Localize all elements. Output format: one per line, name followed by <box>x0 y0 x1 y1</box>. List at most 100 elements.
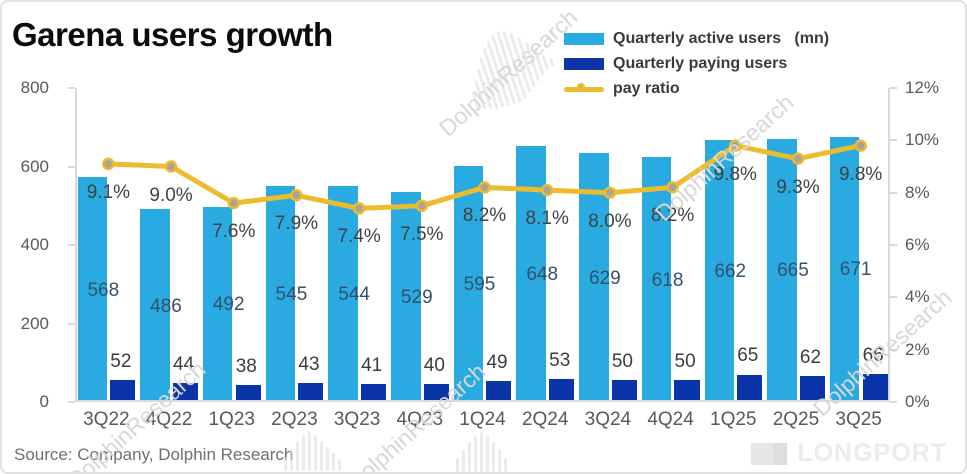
paying-users-value-label: 62 <box>799 346 822 368</box>
right-axis-tick <box>890 401 897 403</box>
legend-item-label: Quarterly paying users <box>613 54 788 72</box>
active-users-bar <box>265 186 296 400</box>
right-axis-tick <box>890 244 897 246</box>
x-axis-label: 4Q22 <box>145 409 193 430</box>
pay-ratio-marker <box>540 183 554 197</box>
pay-ratio-value-label: 7.6% <box>212 221 256 243</box>
x-axis-label: 2Q23 <box>271 409 318 430</box>
paying-users-swatch <box>564 57 604 70</box>
paying-users-bar <box>486 380 512 400</box>
legend-item-paying-users: Quarterly paying users <box>564 51 829 76</box>
active-users-value-label: 671 <box>839 259 872 281</box>
pay-ratio-value-label: 8.0% <box>588 210 632 232</box>
left-axis-tick-label: 400 <box>20 235 49 254</box>
pay-ratio-line-layer <box>102 139 867 215</box>
right-axis-tick-label: 4% <box>905 287 930 307</box>
legend: Quarterly active users (mn) Quarterly pa… <box>564 26 829 101</box>
right-axis-tick-label: 6% <box>905 235 930 254</box>
longport-watermark: LONGPORT <box>751 439 947 468</box>
active-users-value-label: 662 <box>714 261 747 283</box>
active-users-value-label: 545 <box>275 284 308 306</box>
x-axis-label: 3Q25 <box>835 409 882 430</box>
paying-users-bar <box>611 380 637 400</box>
paying-users-value-label: 53 <box>549 350 571 372</box>
pay-ratio-marker <box>666 181 679 194</box>
paying-users-value-label: 50 <box>674 351 696 373</box>
paying-users-value-label: 50 <box>611 351 633 373</box>
left-axis-tick <box>68 165 75 168</box>
legend-item-label: pay ratio <box>613 79 680 97</box>
left-axis-tick-label: 0 <box>39 392 49 411</box>
pay-ratio-value-label: 9.8% <box>713 163 757 185</box>
paying-users-bar <box>549 379 575 400</box>
x-axis-label: 2Q24 <box>521 409 569 430</box>
left-axis-tick-label: 800 <box>20 78 49 97</box>
active-users-value-label: 665 <box>777 260 809 282</box>
right-axis-tick <box>890 191 897 194</box>
paying-users-bar <box>737 374 763 400</box>
pay-ratio-marker <box>791 152 805 165</box>
paying-users-value-label: 44 <box>172 353 195 375</box>
right-axis-tick-label: 0% <box>905 392 930 411</box>
right-axis-tick <box>890 348 897 351</box>
active-users-bar <box>140 209 170 400</box>
left-axis-tick <box>68 401 75 403</box>
right-axis-tick <box>890 296 897 299</box>
pay-ratio-value-label: 8.2% <box>650 205 695 227</box>
pay-ratio-value-label: 8.2% <box>462 205 507 227</box>
pay-ratio-marker <box>729 139 742 152</box>
right-axis-labels: 12% 10% 8% 6% 4% 2% 0% <box>905 78 965 411</box>
active-users-value-label: 568 <box>87 279 120 301</box>
source-note: Source: Company, Dolphin Research <box>14 445 294 464</box>
pay-ratio-value-label: 9.0% <box>149 184 193 206</box>
active-users-value-label: 629 <box>589 267 621 289</box>
pay-ratio-marker <box>854 139 867 152</box>
chart-title: Garena users growth <box>12 16 333 53</box>
active-users-bar <box>704 140 734 400</box>
active-users-bar <box>767 139 797 400</box>
legend-item-active-users: Quarterly active users (mn) <box>564 26 829 51</box>
pay-ratio-value-label: 8.1% <box>525 208 569 230</box>
right-axis-tick-label: 12% <box>905 78 940 97</box>
left-axis-tick <box>68 322 75 325</box>
paying-users-bar <box>423 384 449 400</box>
paying-users-value-label: 40 <box>423 355 445 377</box>
active-users-value-label: 618 <box>651 269 684 291</box>
x-axis-label: 1Q23 <box>208 409 255 430</box>
active-users-bar <box>203 206 233 400</box>
pay-ratio-marker <box>415 199 429 213</box>
pay-ratio-value-label: 9.3% <box>776 176 820 198</box>
longport-flag-icon <box>751 442 788 465</box>
pay-ratio-value-label: 9.1% <box>86 181 130 203</box>
pay-ratio-marker <box>478 181 491 194</box>
plot-area: 568 52 9.1% 486 44 9.0% 492 38 7.6% 545 43 7.9% 544 4… <box>68 87 897 403</box>
x-axis-label: 3Q23 <box>333 409 381 430</box>
active-users-value-label: 492 <box>212 294 245 316</box>
active-users-bar <box>391 192 421 400</box>
right-axis-tick-label: 10% <box>905 130 940 150</box>
left-axis-labels: 800 600 400 200 0 <box>2 78 49 411</box>
right-axis-tick-label: 8% <box>905 182 930 202</box>
active-users-value-label: 529 <box>400 287 433 309</box>
pay-ratio-value-label: 7.4% <box>337 226 381 248</box>
x-axis-label: 1Q24 <box>459 409 506 430</box>
paying-users-value-label: 38 <box>235 356 257 378</box>
paying-users-bar <box>360 383 387 400</box>
paying-users-value-label: 41 <box>361 354 383 376</box>
legend-item-pay-ratio: pay ratio <box>564 76 829 101</box>
legend-item-label: Quarterly active users (mn) <box>613 29 830 47</box>
paying-users-bar <box>862 374 888 400</box>
left-axis-tick-label: 600 <box>20 156 49 176</box>
paying-users-value-label: 52 <box>110 350 132 372</box>
longport-label: LONGPORT <box>797 439 947 467</box>
left-axis-tick-label: 200 <box>20 313 49 333</box>
active-users-bar <box>77 177 108 400</box>
active-users-value-label: 648 <box>526 263 559 285</box>
right-axis-tick-label: 2% <box>905 339 930 359</box>
active-users-bar <box>328 186 358 400</box>
pay-ratio-marker <box>164 160 178 173</box>
active-users-bar <box>453 166 484 400</box>
x-axis-label: 4Q24 <box>647 409 694 430</box>
paying-users-value-label: 43 <box>298 354 320 376</box>
